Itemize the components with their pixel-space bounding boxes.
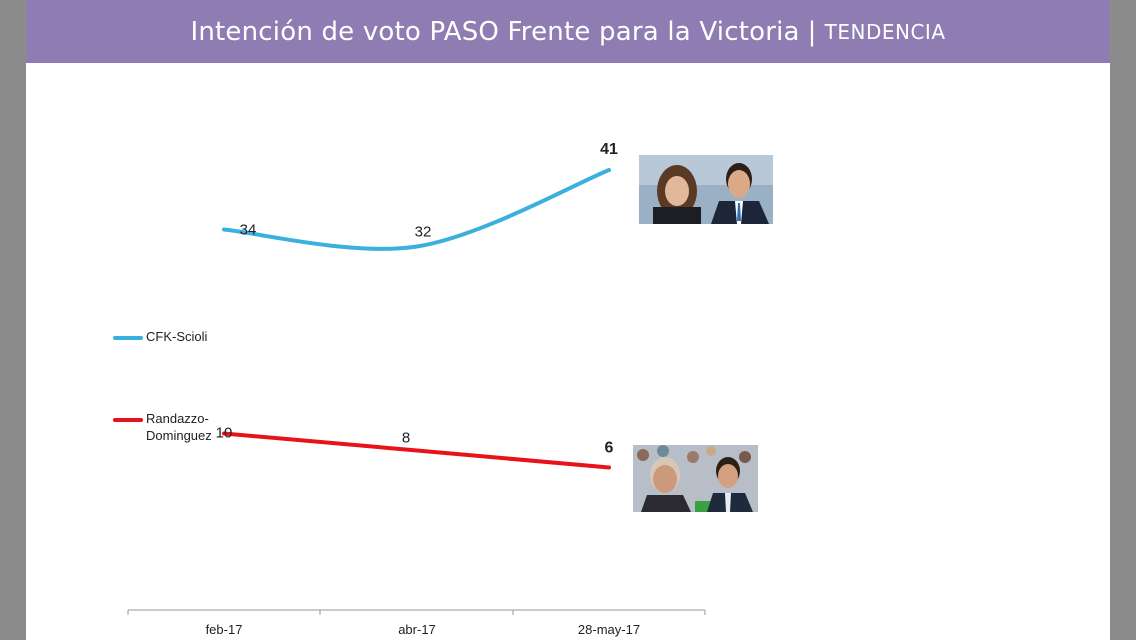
legend-swatch-cfk: [113, 336, 143, 340]
series-line-randazzo: [222, 431, 611, 470]
x-tick-label-0: feb-17: [206, 622, 243, 637]
series-line-cfk: [222, 168, 611, 251]
title-separator: |: [807, 16, 817, 47]
title-bar: Intención de voto PASO Frente para la Vi…: [26, 0, 1110, 63]
legend-swatch-randazzo: [113, 418, 143, 422]
data-label-cfk-0: 34: [240, 222, 257, 239]
chart-title: Intención de voto PASO Frente para la Vi…: [190, 16, 800, 47]
legend-item-cfk: CFK-Scioli: [113, 328, 207, 345]
legend-item-randazzo: Randazzo- Dominguez: [113, 410, 212, 444]
data-label-randazzo-1: 8: [402, 430, 410, 447]
data-label-randazzo-0: 10: [216, 425, 233, 442]
data-label-cfk-1: 32: [415, 224, 432, 241]
line-chart: feb-17 abr-17 28-may-17 34 32 41 10 8 6: [127, 141, 706, 637]
data-label-cfk-2: 41: [600, 141, 618, 158]
chart-subtitle: TENDENCIA: [824, 19, 946, 44]
slide: Intención de voto PASO Frente para la Vi…: [26, 0, 1110, 640]
data-label-randazzo-2: 6: [605, 440, 614, 457]
x-tick-label-2: 28-may-17: [578, 622, 640, 637]
x-tick-label-1: abr-17: [398, 622, 436, 637]
legend-label-randazzo: Randazzo- Dominguez: [146, 411, 212, 443]
cfk-scioli-photo: [639, 155, 773, 224]
legend-label-cfk: CFK-Scioli: [146, 329, 208, 344]
randazzo-dominguez-photo: [633, 445, 758, 512]
